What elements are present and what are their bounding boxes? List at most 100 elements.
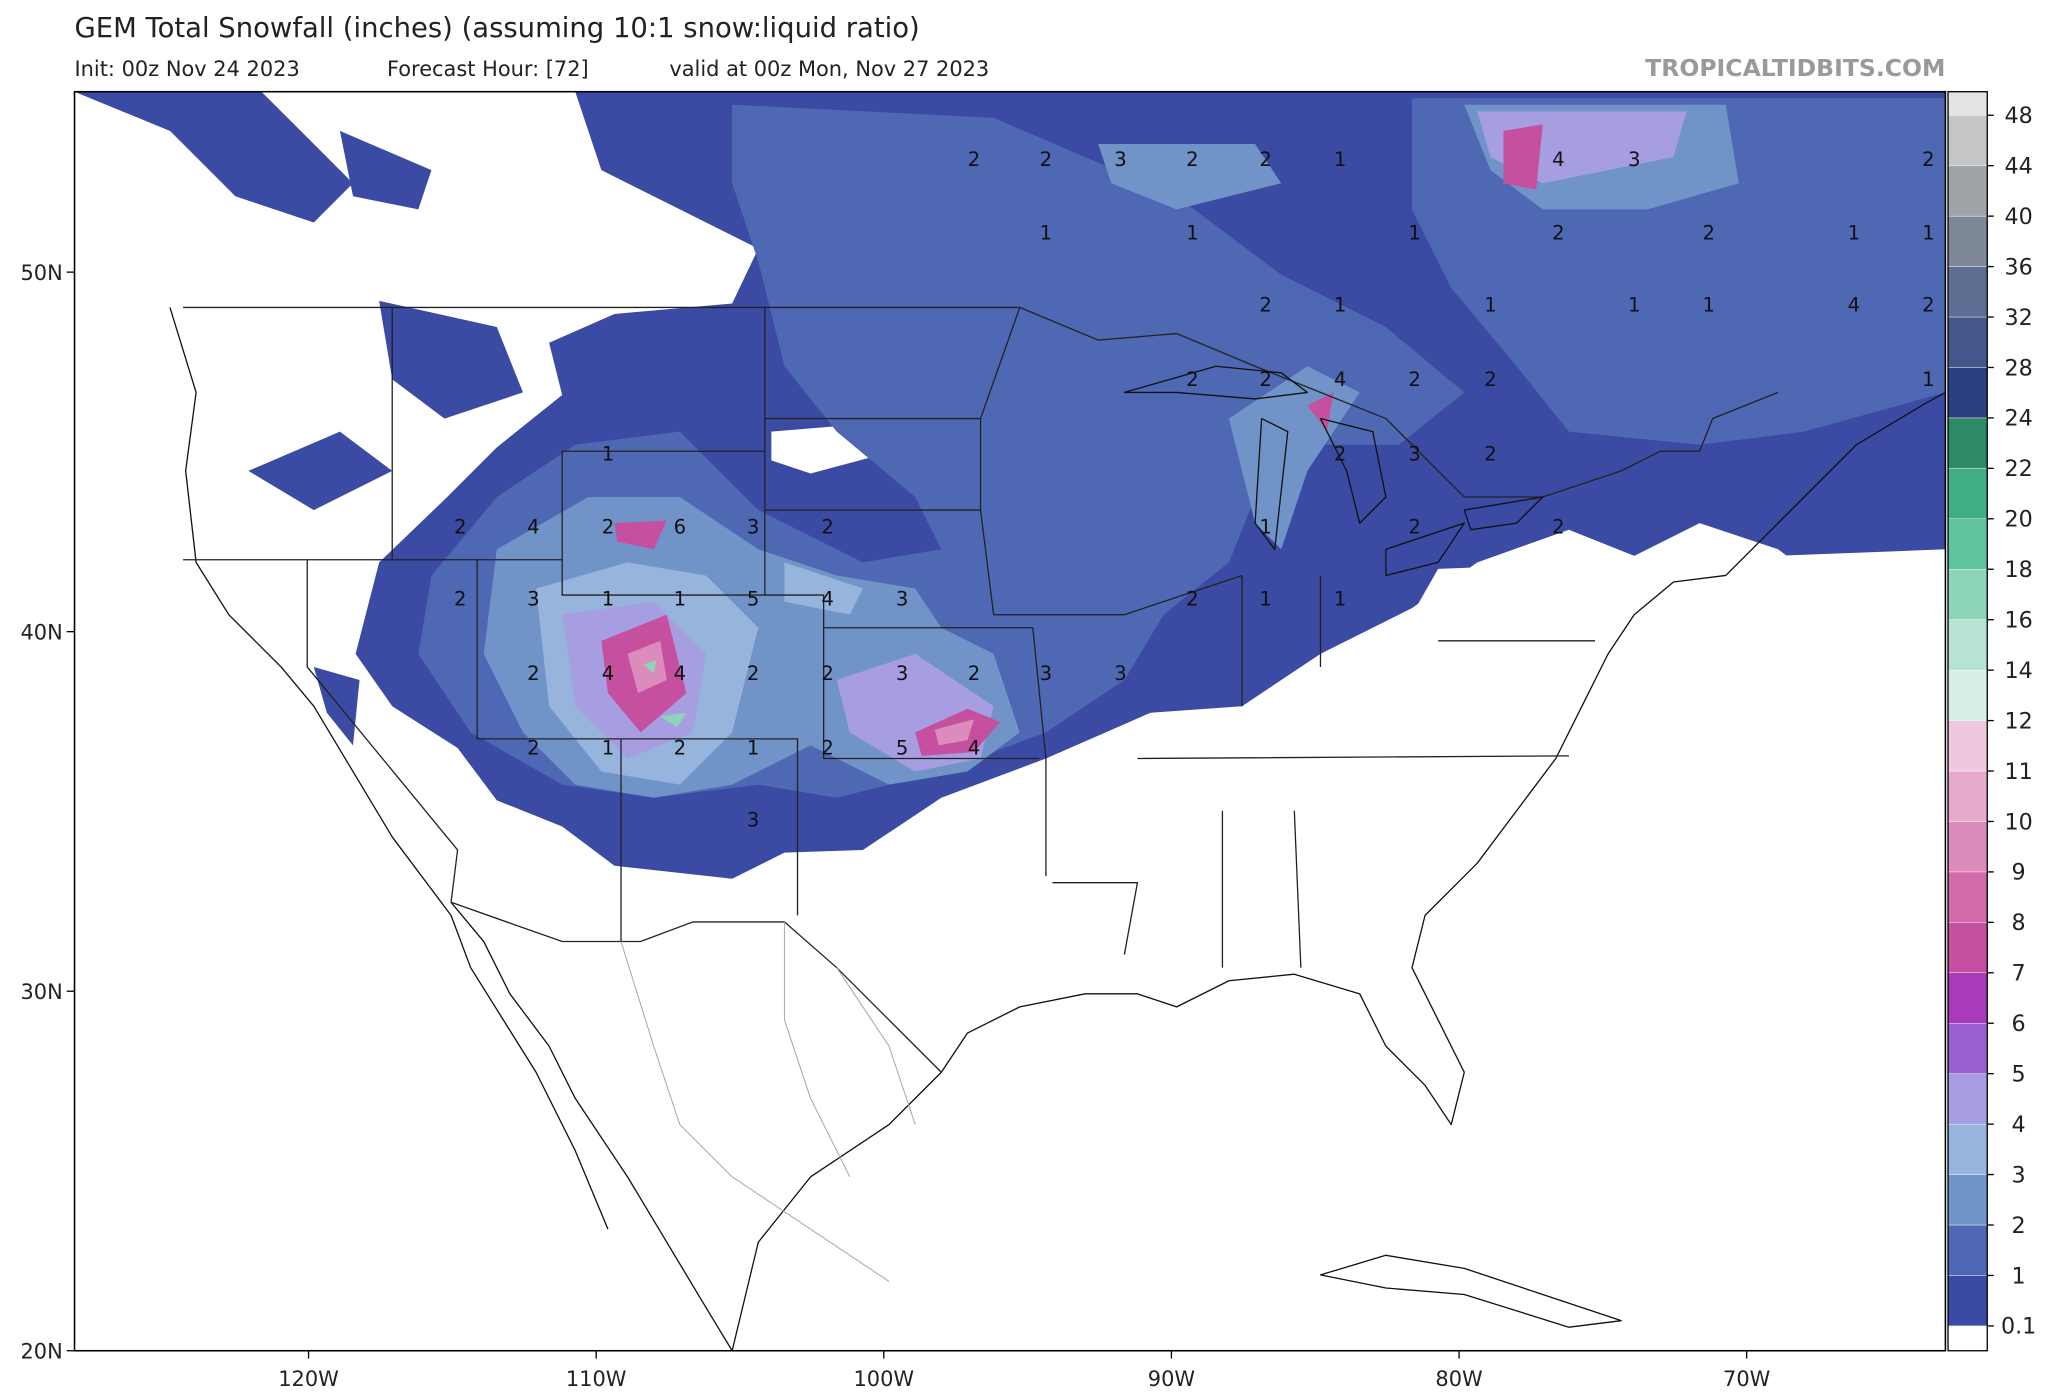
contour-label: 4	[1552, 148, 1564, 171]
contour-label: 1	[602, 588, 614, 611]
colorbar-tick-label: 14	[2004, 658, 2032, 684]
colorbar-cell	[1947, 468, 1988, 519]
contour-label: 5	[747, 588, 759, 611]
colorbar-cell	[1947, 91, 1988, 116]
colorbar-cell	[1947, 316, 1988, 368]
colorbar-tick-label: 20	[2004, 507, 2032, 533]
snow-region	[643, 660, 687, 728]
contour-label: 1	[1334, 588, 1346, 611]
colorbar-cell	[1947, 720, 1988, 772]
colorbar-cell	[1947, 1275, 1988, 1327]
great-lakes	[1123, 365, 1544, 577]
colorbar-cell	[1947, 215, 1988, 267]
contour-label: 1	[747, 737, 759, 760]
contour-label: 2	[674, 737, 686, 760]
lon-tick-label: 100W	[854, 1367, 915, 1391]
colorbar-tick-label: 48	[2004, 103, 2032, 129]
contour-label: 3	[527, 588, 539, 611]
init-time: Init: 00z Nov 24 2023	[75, 57, 300, 81]
contour-label: 3	[1040, 662, 1052, 685]
colorbar-tick-label: 32	[2004, 305, 2032, 331]
colorbar-cell	[1947, 669, 1988, 721]
colorbar-tick-label: 1	[2012, 1263, 2026, 1289]
mexico-state-border	[620, 921, 916, 1282]
contour-label: 2	[1186, 148, 1198, 171]
contour-label: 1	[602, 442, 614, 465]
contour-label: 2	[1484, 368, 1496, 391]
colorbar-tick-label: 5	[2012, 1062, 2026, 1088]
contour-label: 4	[602, 662, 614, 685]
map-area	[74, 91, 1946, 1351]
title: GEM Total Snowfall (inches) (assuming 10…	[75, 13, 920, 44]
snow-region	[562, 111, 1687, 772]
lon-tick-label: 90W	[1148, 1367, 1195, 1391]
colorbar-tick-label: 36	[2004, 254, 2032, 280]
contour-label: 2	[1259, 148, 1271, 171]
contour-label: 3	[896, 588, 908, 611]
contour-label: 2	[821, 737, 833, 760]
cuba	[1319, 1254, 1622, 1328]
colorbar-cell	[1947, 1224, 1988, 1276]
colorbar-tick-label: 28	[2004, 355, 2032, 381]
state-border	[183, 307, 1596, 968]
lon-tick-label: 70W	[1723, 1367, 1770, 1391]
snow-region	[483, 104, 1739, 798]
contour-label: 1	[1484, 293, 1496, 316]
contour-label: 2	[1552, 516, 1564, 539]
colorbar-tick-label: 18	[2004, 557, 2032, 583]
colorbar-cell	[1947, 821, 1988, 873]
contour-label: 2	[968, 148, 980, 171]
colorbar-tick-label: 24	[2004, 406, 2032, 432]
colorbar-cell	[1947, 266, 1988, 318]
contour-label: 2	[1408, 368, 1420, 391]
map-frame	[73, 90, 1947, 1352]
contour-label: 4	[674, 662, 686, 685]
contour-label: 2	[968, 662, 980, 685]
colorbar-cell	[1947, 569, 1988, 620]
contour-labels: 2 2 3 2 2 1 4 3 2 1 1 1 2 2 1 1 2 1 1 1 1 4 2 2 2 4 2 2 1 1 2 3 2 2 4 2 6 3 2 1…	[454, 148, 1935, 831]
lat-tick-label: 50N	[21, 261, 63, 285]
contour-label: 2	[527, 662, 539, 685]
colorbar-cell	[1947, 871, 1988, 923]
watermark: TROPICALTIDBITS.COM	[1645, 54, 1945, 82]
colorbar-tick-label: 22	[2004, 456, 2032, 482]
contour-label: 2	[1186, 368, 1198, 391]
contour-label: 2	[1259, 293, 1271, 316]
contour-label: 3	[747, 516, 759, 539]
contour-label: 1	[1334, 148, 1346, 171]
forecast-hour: Forecast Hour: [72]	[387, 57, 589, 81]
contour-label: 4	[968, 737, 980, 760]
colorbar-tick-label: 0.1	[2001, 1314, 2036, 1340]
valid-time: valid at 00z Mon, Nov 27 2023	[669, 57, 989, 81]
contour-label: 1	[1922, 368, 1934, 391]
contour-label: 1	[1259, 516, 1271, 539]
colorbar-cell	[1947, 770, 1988, 822]
contour-label: 3	[896, 662, 908, 685]
contour-label: 1	[1922, 221, 1934, 244]
contour-label: 2	[1040, 148, 1052, 171]
snow-hole	[771, 425, 1946, 1351]
colorbar-cell	[1947, 367, 1988, 419]
colorbar-tick-label: 6	[2012, 1011, 2026, 1037]
contour-label: 4	[1848, 293, 1860, 316]
colorbar-tick-label: 10	[2004, 809, 2032, 835]
contour-label: 1	[1408, 221, 1420, 244]
colorbar-tick-label: 16	[2004, 608, 2032, 634]
country-border	[183, 306, 1779, 1073]
contour-label: 1	[1703, 293, 1715, 316]
colorbar-cell	[1947, 1073, 1988, 1125]
colorbar: 0.11234567891011121416182022242832364044…	[1947, 91, 2036, 1352]
contour-label: 2	[1484, 442, 1496, 465]
snow-region	[627, 640, 975, 746]
colorbar-cell	[1948, 1325, 1988, 1351]
contour-label: 4	[1334, 368, 1346, 391]
snow-region	[74, 91, 1946, 746]
colorbar-tick-label: 9	[2012, 860, 2026, 886]
contour-label: 5	[896, 737, 908, 760]
lon-tick-label: 110W	[566, 1367, 627, 1391]
contour-label: 2	[454, 516, 466, 539]
colorbar-tick-label: 44	[2004, 154, 2032, 180]
contour-label: 6	[674, 516, 686, 539]
